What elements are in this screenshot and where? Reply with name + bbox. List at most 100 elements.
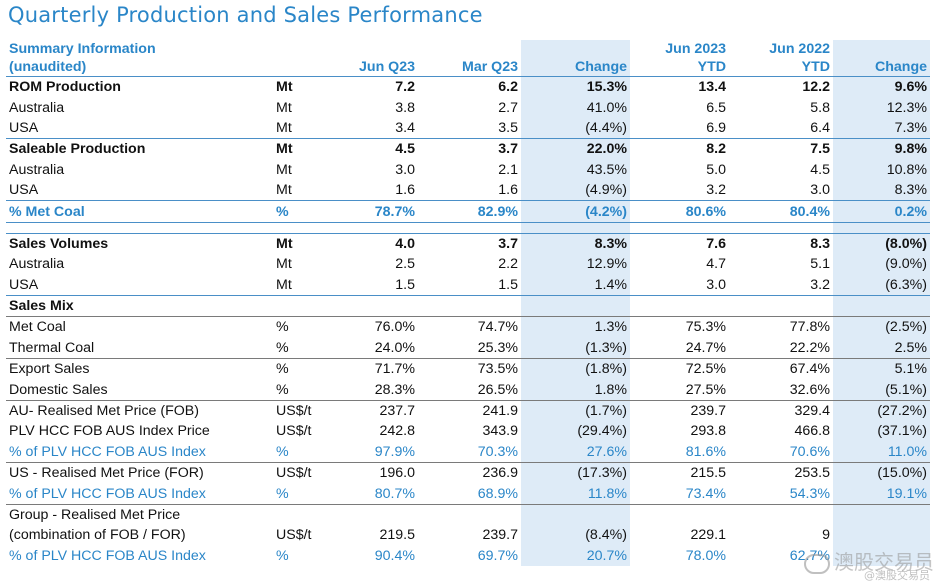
watermark: 澳股交易员	[804, 546, 934, 575]
row-unit: US$/t	[276, 527, 312, 544]
table-row: AU- Realised Met Price (FOB) US$/t 237.7 24…	[6, 399, 930, 422]
q-cur-value: 28.3%	[374, 381, 415, 398]
q-prev-value: 3.5	[498, 119, 518, 136]
row-unit: %	[264, 358, 332, 380]
q-prev-value: 69.7%	[477, 547, 518, 564]
ytd-prev-value: 9	[822, 527, 830, 544]
table-row: ROM Production Mt 7.2 6.2 15.3% 13.4 12.2 9.6%	[6, 76, 930, 98]
q-cur-value: 78.7%	[332, 200, 418, 223]
ytd-cur-value	[630, 503, 729, 526]
ytd-cur-value: 4.7	[706, 256, 726, 273]
ytd-prev-value: 70.6%	[789, 443, 830, 460]
row-unit: Mt	[276, 79, 293, 96]
ytd-prev-value: 4.5	[810, 161, 830, 178]
ytd-change-value: 5.1%	[833, 358, 930, 380]
table-row: Met Coal% 76.0% 74.7% 1.3% 75.3% 77.8% (2.5%)	[6, 316, 930, 338]
row-unit: Mt	[264, 232, 332, 255]
table-row: Thermal Coal% 24.0% 25.3% (1.3%) 24.7% 22.2% 2…	[6, 337, 930, 359]
q-cur-value: 3.8	[395, 99, 415, 116]
table-row: Australia Mt 3.0 2.1 43.5% 5.0 4.5 10.8%	[6, 159, 930, 180]
q-cur-value: 76.0%	[332, 316, 418, 338]
q-prev-value: 82.9%	[418, 200, 521, 223]
change-value: (8.4%)	[521, 525, 630, 546]
row-label-sales-volumes: Sales Volumes	[6, 232, 264, 255]
ytd-prev-value	[729, 503, 833, 526]
q-prev-value: 3.7	[418, 232, 521, 255]
q-cur-value: 90.4%	[374, 547, 415, 564]
ytd-prev-value: 253.5	[729, 462, 833, 484]
ytd-change-value: 8.3%	[833, 179, 930, 201]
ytd-cur-value	[630, 294, 729, 317]
ytd-change-value: 9.8%	[833, 138, 930, 160]
q-prev-value: 3.7	[418, 138, 521, 160]
ytd-cur-value: 3.0	[706, 276, 726, 293]
row-label-plv-hcc-fob-aus-index-price: PLV HCC FOB AUS Index Price	[9, 423, 210, 440]
change-value: 1.8%	[521, 379, 630, 401]
table-row: Australia Mt 3.8 2.7 41.0% 6.5 5.8 12.3%	[6, 97, 930, 118]
change-value: 8.3%	[521, 232, 630, 255]
ytd-change-header: Change	[833, 58, 930, 77]
ytd-prev-header-2: YTD	[729, 58, 833, 77]
q-cur-value: 1.6	[395, 182, 415, 199]
row-label-usa: USA	[9, 119, 39, 136]
row-label-au-realised-met-price-fob: AU- Realised Met Price (FOB)	[6, 399, 264, 422]
ytd-cur-value: 8.2	[630, 138, 729, 160]
q-prev-value: 241.9	[418, 399, 521, 422]
ytd-prev-value: 3.0	[810, 182, 830, 199]
ytd-change-value	[833, 525, 930, 546]
change-value: 12.9%	[521, 254, 630, 275]
row-label-saleable-production: Saleable Production	[6, 138, 264, 160]
table-row: Sales Mix	[6, 294, 930, 317]
ytd-prev-value: 329.4	[729, 399, 833, 422]
row-label-of-plv-hcc-fob-aus-index: % of PLV HCC FOB AUS Index	[9, 485, 206, 502]
row-label-us-realised-met-price-for: US - Realised Met Price (FOR)	[6, 462, 264, 484]
q-prev-value: 236.9	[418, 462, 521, 484]
spacer-row	[6, 222, 930, 234]
ytd-prev-value: 32.6%	[789, 381, 830, 398]
table-row: Saleable Production Mt 4.5 3.7 22.0% 8.2 7.5 9.…	[6, 138, 930, 160]
q-cur-value: 3.0	[395, 161, 415, 178]
wechat-icon	[804, 553, 830, 574]
watermark-small: @澳股交易员	[864, 569, 930, 582]
row-unit: US$/t	[264, 462, 332, 484]
row-unit	[264, 294, 332, 317]
ytd-prev-value	[729, 294, 833, 317]
q-prev-value: 343.9	[482, 423, 518, 440]
q-prev-value: 2.1	[498, 161, 518, 178]
q-prev-header: Mar Q23	[418, 58, 521, 77]
change-value: (1.7%)	[521, 399, 630, 422]
unaudited-header: (unaudited)	[6, 58, 264, 77]
ytd-cur-header-1: Jun 2023	[665, 41, 726, 57]
row-label-group-realised-met-price: Group - Realised Met Price	[6, 503, 264, 526]
ytd-change-value: (6.3%)	[833, 274, 930, 296]
q-prev-value	[418, 503, 521, 526]
header-row-2: (unaudited) Jun Q23 Mar Q23 Change YTD Y…	[6, 58, 930, 77]
ytd-prev-value: 6.4	[810, 119, 830, 136]
q-cur-value: 4.5	[332, 138, 418, 160]
change-value: 15.3%	[521, 76, 630, 98]
ytd-cur-value: 81.6%	[685, 443, 726, 460]
ytd-change-value: 19.1%	[833, 483, 930, 505]
page-title: Quarterly Production and Sales Performan…	[8, 3, 483, 27]
row-label-met-coal: % Met Coal	[6, 200, 264, 223]
q-prev-value: 25.3%	[477, 339, 518, 356]
table-row: Australia Mt 2.5 2.2 12.9% 4.7 5.1 (9.0%)	[6, 254, 930, 275]
ytd-change-value	[833, 545, 930, 566]
change-value: (1.8%)	[521, 358, 630, 380]
table-row: Domestic Sales% 28.3% 26.5% 1.8% 27.5% 32.6%(…	[6, 379, 930, 401]
change-value: (4.9%)	[521, 179, 630, 201]
q-prev-value: 6.2	[498, 79, 518, 96]
row-unit: Mt	[276, 256, 292, 273]
ytd-change-value: 0.2%	[833, 200, 930, 223]
q-prev-value	[418, 294, 521, 317]
row-label-rom-production: ROM Production	[9, 79, 121, 96]
ytd-cur-value: 239.7	[630, 399, 729, 422]
q-prev-value: 73.5%	[418, 358, 521, 380]
row-label-thermal-coal: Thermal Coal	[9, 339, 95, 356]
change-value: 11.8%	[521, 483, 630, 505]
ytd-cur-value: 24.7%	[685, 339, 726, 356]
change-value: 1.3%	[521, 316, 630, 338]
change-value: 27.6%	[521, 441, 630, 463]
ytd-prev-value: 5.8	[810, 99, 830, 116]
change-value: 22.0%	[521, 138, 630, 160]
